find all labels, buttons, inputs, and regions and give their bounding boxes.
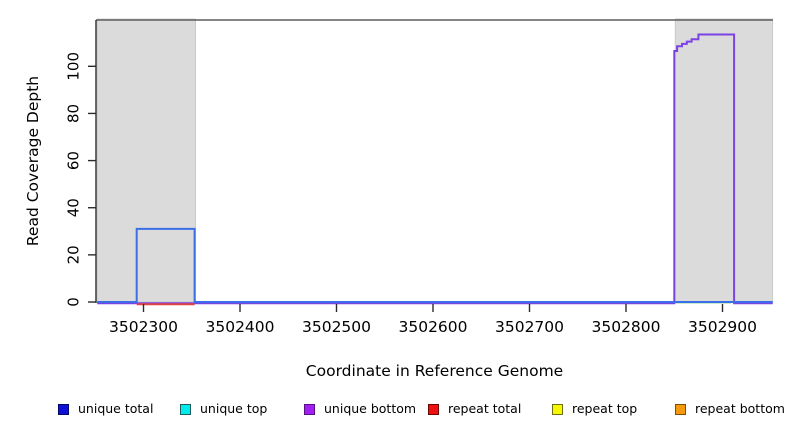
- series-unique-total: [97, 227, 773, 303]
- x-tick-label: 3502800: [591, 318, 660, 336]
- y-tick-label: 20: [65, 245, 83, 264]
- legend-item-repeat-total: repeat total: [428, 399, 521, 419]
- x-tick-label: 3502300: [109, 318, 178, 336]
- axis-labels: Coordinate in Reference Genome Read Cover…: [24, 76, 563, 380]
- y-axis-title: Read Coverage Depth: [24, 76, 42, 246]
- legend-swatch-icon: [428, 403, 439, 415]
- series-unique-bottom: [97, 33, 773, 305]
- legend-label: unique total: [78, 401, 154, 416]
- coverage-plot: 0 20 40 60 80 100 3502300 3502400 3502500 3502600…: [24, 18, 774, 380]
- x-tick-label: 3502600: [398, 318, 467, 336]
- x-tick-label: 3502500: [302, 318, 371, 336]
- legend-item-unique-bottom: unique bottom: [304, 399, 416, 419]
- right-gray-block: [674, 18, 774, 303]
- legend-label: repeat bottom: [695, 401, 785, 416]
- legend-swatch-icon: [58, 403, 69, 415]
- y-tick-label: 80: [65, 104, 83, 123]
- left-gray-block: [96, 18, 197, 303]
- x-axis-title: Coordinate in Reference Genome: [306, 362, 563, 380]
- legend-label: unique bottom: [324, 401, 417, 416]
- legend-item-repeat-bottom: repeat bottom: [675, 399, 785, 419]
- data-series: [97, 33, 773, 306]
- legend-item-unique-top: unique top: [180, 399, 267, 419]
- plot-legend: unique total unique top unique bottom repea…: [0, 399, 792, 423]
- legend-item-repeat-top: repeat top: [552, 399, 637, 419]
- axes: 0 20 40 60 80 100 3502300 3502400 3502500 3502600…: [65, 20, 757, 336]
- legend-item-unique-total: unique total: [58, 399, 153, 419]
- legend-label: repeat top: [572, 401, 638, 416]
- legend-swatch-icon: [675, 403, 686, 415]
- legend-swatch-icon: [552, 403, 563, 415]
- legend-swatch-icon: [180, 403, 191, 415]
- y-tick-label: 60: [65, 151, 83, 170]
- legend-swatch-icon: [304, 403, 315, 415]
- y-tick-label: 40: [65, 198, 83, 217]
- x-tick-label: 3502700: [495, 318, 564, 336]
- legend-label: unique top: [200, 401, 268, 416]
- shaded-regions: [96, 18, 774, 303]
- x-tick-label: 3502400: [205, 318, 274, 336]
- y-tick-label: 100: [65, 52, 83, 81]
- x-tick-label: 3502900: [688, 318, 757, 336]
- y-tick-label: 0: [65, 297, 83, 307]
- legend-label: repeat total: [448, 401, 522, 416]
